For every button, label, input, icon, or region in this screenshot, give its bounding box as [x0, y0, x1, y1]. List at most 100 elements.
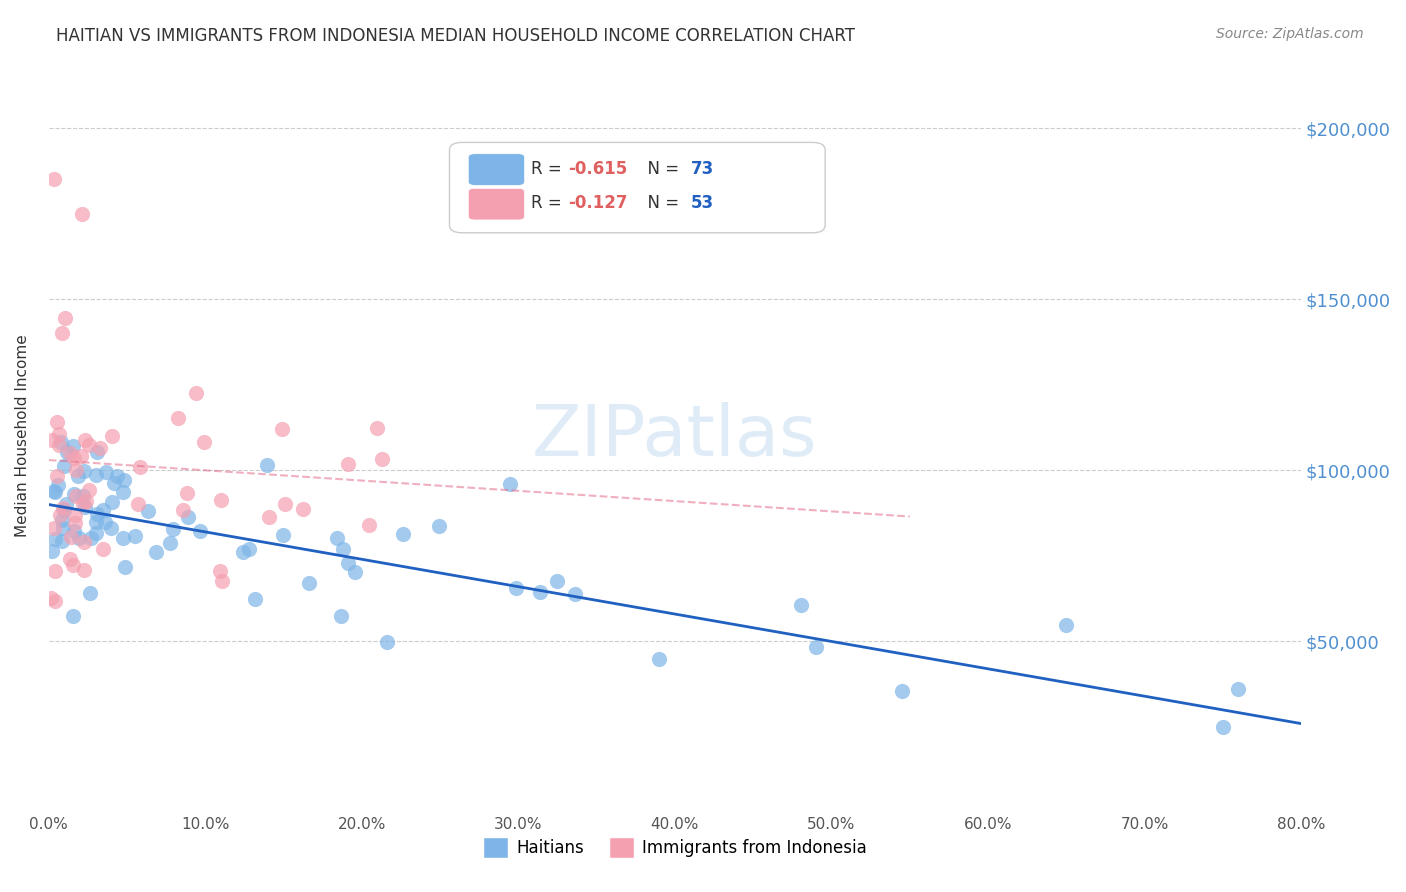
Point [73, 535, 96, 549]
Point [176, 485, 198, 500]
Point [86, 525, 108, 540]
Point [891, 684, 914, 698]
Legend: Haitians, Immigrants from Indonesia: Haitians, Immigrants from Indonesia [477, 830, 873, 864]
Point [44, 485, 66, 500]
Point [359, 518, 381, 533]
Point [70, 206, 93, 220]
Point [259, 510, 281, 524]
Point [162, 522, 184, 536]
Point [291, 502, 314, 516]
Point [105, 469, 128, 483]
Point [93, 515, 115, 529]
Point [114, 560, 136, 574]
Point [75, 500, 97, 515]
Point [55, 497, 77, 511]
Point [42, 521, 65, 535]
Point [112, 485, 135, 500]
Point [343, 565, 366, 579]
Text: -0.127: -0.127 [568, 194, 628, 211]
Point [336, 557, 359, 571]
Point [53, 503, 76, 517]
Text: Source: ZipAtlas.com: Source: ZipAtlas.com [1216, 27, 1364, 41]
Point [101, 495, 124, 509]
Point [366, 420, 388, 434]
Point [42, 483, 65, 498]
Point [790, 599, 813, 613]
Point [112, 473, 135, 487]
Point [91, 542, 114, 557]
Point [89, 441, 111, 455]
Point [298, 576, 321, 591]
Point [73, 563, 96, 577]
Point [63, 508, 86, 522]
Point [48, 426, 70, 441]
Point [505, 581, 527, 595]
Point [1054, 618, 1077, 632]
Point [65, 489, 87, 503]
Point [59, 446, 82, 460]
Point [49, 435, 72, 450]
Point [86, 508, 108, 522]
Point [44, 564, 66, 578]
FancyBboxPatch shape [468, 153, 524, 186]
Point [391, 527, 413, 541]
Point [648, 652, 671, 666]
Text: R =: R = [531, 160, 567, 178]
Point [427, 519, 450, 533]
Point [172, 503, 194, 517]
Point [1212, 720, 1234, 734]
Point [332, 541, 354, 556]
Point [46, 478, 69, 492]
Point [49, 508, 72, 522]
Point [329, 608, 352, 623]
Point [63, 516, 86, 530]
Point [44, 594, 66, 608]
Point [256, 458, 278, 473]
FancyBboxPatch shape [450, 143, 825, 233]
Point [124, 529, 146, 543]
Point [63, 450, 86, 465]
Point [62, 438, 84, 452]
Point [53, 311, 76, 326]
Point [209, 493, 232, 508]
Point [45, 415, 67, 429]
Point [60, 530, 83, 544]
Point [136, 504, 159, 518]
Point [208, 564, 231, 578]
Point [73, 433, 96, 447]
Point [145, 545, 167, 559]
Point [188, 524, 211, 538]
Point [75, 493, 97, 508]
Point [232, 545, 254, 559]
Y-axis label: Median Household Income: Median Household Income [15, 334, 30, 538]
Point [100, 520, 122, 534]
Text: 73: 73 [692, 160, 714, 178]
Point [77, 483, 100, 497]
Point [52, 521, 75, 535]
Point [375, 635, 398, 649]
Point [326, 532, 349, 546]
Point [67, 531, 90, 545]
Point [51, 512, 73, 526]
Text: 53: 53 [692, 194, 714, 211]
Point [177, 509, 200, 524]
Point [112, 531, 135, 545]
Point [73, 464, 96, 478]
Point [53, 458, 76, 473]
Point [238, 542, 260, 557]
Point [55, 445, 77, 459]
Point [101, 428, 124, 442]
Point [159, 536, 181, 550]
Point [193, 435, 215, 450]
Point [52, 500, 75, 515]
Point [41, 543, 63, 558]
Point [86, 445, 108, 459]
Point [42, 172, 65, 186]
Point [62, 487, 84, 501]
Point [337, 458, 360, 472]
Point [499, 477, 522, 491]
Point [184, 386, 207, 401]
Point [62, 524, 84, 538]
Point [529, 584, 551, 599]
Point [77, 438, 100, 452]
